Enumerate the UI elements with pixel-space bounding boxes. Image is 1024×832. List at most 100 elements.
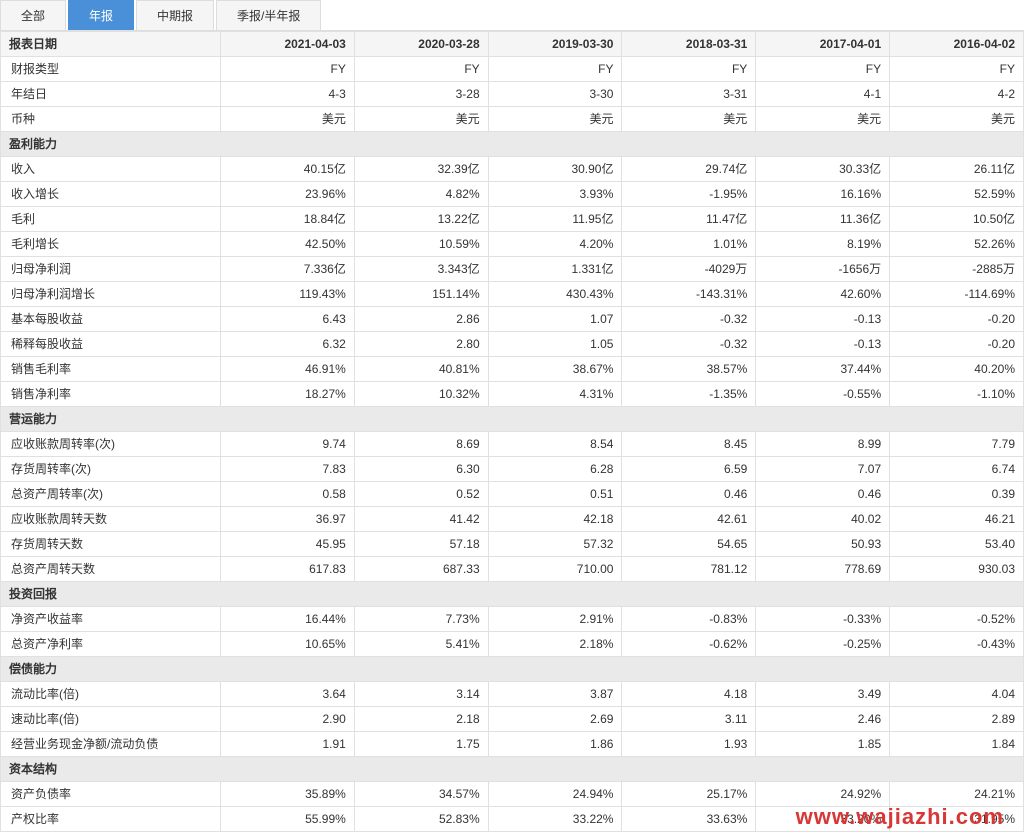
cell-value: -0.32	[622, 307, 756, 332]
cell-value: 778.69	[756, 557, 890, 582]
cell-value: 45.95	[221, 532, 355, 557]
cell-value: 3-30	[488, 82, 622, 107]
table-header-row: 报表日期2021-04-032020-03-282019-03-302018-0…	[1, 32, 1024, 57]
table-row: 归母净利润增长119.43%151.14%430.43%-143.31%42.6…	[1, 282, 1024, 307]
cell-value: 4.20%	[488, 232, 622, 257]
section-header: 偿债能力	[1, 657, 1024, 682]
cell-value: 1.07	[488, 307, 622, 332]
cell-value: 美元	[890, 107, 1024, 132]
cell-value: 781.12	[622, 557, 756, 582]
cell-value: 52.83%	[354, 807, 488, 832]
row-label: 总资产净利率	[1, 632, 221, 657]
tab-0[interactable]: 全部	[0, 0, 66, 30]
watermark: www.wajiazhi.com	[796, 804, 1004, 830]
cell-value: 8.54	[488, 432, 622, 457]
col-header-c3: 2019-03-30	[488, 32, 622, 57]
cell-value: 11.36亿	[756, 207, 890, 232]
cell-value: 8.69	[354, 432, 488, 457]
table-row: 偿债能力	[1, 657, 1024, 682]
cell-value: 美元	[221, 107, 355, 132]
cell-value: -1.35%	[622, 382, 756, 407]
cell-value: -143.31%	[622, 282, 756, 307]
cell-value: 42.50%	[221, 232, 355, 257]
row-label: 销售净利率	[1, 382, 221, 407]
cell-value: 34.57%	[354, 782, 488, 807]
table-row: 基本每股收益6.432.861.07-0.32-0.13-0.20	[1, 307, 1024, 332]
cell-value: 1.75	[354, 732, 488, 757]
cell-value: -4029万	[622, 257, 756, 282]
cell-value: 2.18	[354, 707, 488, 732]
cell-value: 38.67%	[488, 357, 622, 382]
cell-value: FY	[488, 57, 622, 82]
cell-value: 30.33亿	[756, 157, 890, 182]
table-row: 总资产周转率(次)0.580.520.510.460.460.39	[1, 482, 1024, 507]
cell-value: 8.45	[622, 432, 756, 457]
cell-value: 52.26%	[890, 232, 1024, 257]
cell-value: -0.52%	[890, 607, 1024, 632]
table-row: 应收账款周转率(次)9.748.698.548.458.997.79	[1, 432, 1024, 457]
cell-value: 710.00	[488, 557, 622, 582]
cell-value: 5.41%	[354, 632, 488, 657]
cell-value: FY	[890, 57, 1024, 82]
row-label: 稀释每股收益	[1, 332, 221, 357]
table-body: 财报类型FYFYFYFYFYFY年结日4-33-283-303-314-14-2…	[1, 57, 1024, 832]
row-label: 毛利增长	[1, 232, 221, 257]
cell-value: 37.44%	[756, 357, 890, 382]
cell-value: 26.11亿	[890, 157, 1024, 182]
cell-value: 1.86	[488, 732, 622, 757]
cell-value: 9.74	[221, 432, 355, 457]
table-row: 毛利18.84亿13.22亿11.95亿11.47亿11.36亿10.50亿	[1, 207, 1024, 232]
cell-value: 52.59%	[890, 182, 1024, 207]
cell-value: 3.87	[488, 682, 622, 707]
cell-value: 1.05	[488, 332, 622, 357]
cell-value: 10.32%	[354, 382, 488, 407]
table-row: 年结日4-33-283-303-314-14-2	[1, 82, 1024, 107]
cell-value: 119.43%	[221, 282, 355, 307]
cell-value: 2.90	[221, 707, 355, 732]
tab-3[interactable]: 季报/半年报	[216, 0, 321, 30]
table-row: 盈利能力	[1, 132, 1024, 157]
tab-2[interactable]: 中期报	[136, 0, 214, 30]
row-label: 应收账款周转率(次)	[1, 432, 221, 457]
cell-value: 美元	[756, 107, 890, 132]
table-row: 投资回报	[1, 582, 1024, 607]
cell-value: 54.65	[622, 532, 756, 557]
cell-value: 7.83	[221, 457, 355, 482]
cell-value: 1.93	[622, 732, 756, 757]
cell-value: 11.95亿	[488, 207, 622, 232]
cell-value: 2.89	[890, 707, 1024, 732]
cell-value: 10.50亿	[890, 207, 1024, 232]
cell-value: 3.11	[622, 707, 756, 732]
cell-value: -0.25%	[756, 632, 890, 657]
cell-value: 7.336亿	[221, 257, 355, 282]
tab-1[interactable]: 年报	[68, 0, 134, 30]
cell-value: 30.90亿	[488, 157, 622, 182]
row-label: 年结日	[1, 82, 221, 107]
cell-value: 3.49	[756, 682, 890, 707]
cell-value: 6.43	[221, 307, 355, 332]
row-label: 归母净利润	[1, 257, 221, 282]
cell-value: 430.43%	[488, 282, 622, 307]
cell-value: 151.14%	[354, 282, 488, 307]
table-row: 财报类型FYFYFYFYFYFY	[1, 57, 1024, 82]
cell-value: 617.83	[221, 557, 355, 582]
cell-value: 4-2	[890, 82, 1024, 107]
cell-value: -0.43%	[890, 632, 1024, 657]
cell-value: 3-31	[622, 82, 756, 107]
cell-value: -0.33%	[756, 607, 890, 632]
cell-value: 1.91	[221, 732, 355, 757]
table-row: 资产负债率35.89%34.57%24.94%25.17%24.92%24.21…	[1, 782, 1024, 807]
cell-value: FY	[622, 57, 756, 82]
col-header-c2: 2020-03-28	[354, 32, 488, 57]
cell-value: 18.84亿	[221, 207, 355, 232]
cell-value: 50.93	[756, 532, 890, 557]
row-label: 存货周转率(次)	[1, 457, 221, 482]
cell-value: 6.30	[354, 457, 488, 482]
table-row: 存货周转率(次)7.836.306.286.597.076.74	[1, 457, 1024, 482]
cell-value: 8.19%	[756, 232, 890, 257]
cell-value: -0.13	[756, 332, 890, 357]
cell-value: 0.51	[488, 482, 622, 507]
section-header: 投资回报	[1, 582, 1024, 607]
cell-value: 0.46	[756, 482, 890, 507]
row-label: 总资产周转率(次)	[1, 482, 221, 507]
